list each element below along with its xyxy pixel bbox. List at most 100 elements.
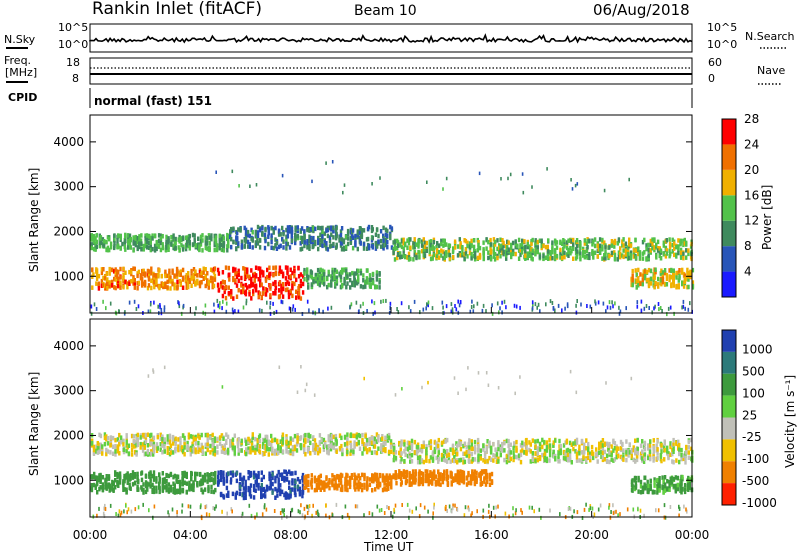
heatmap-cell: [647, 443, 650, 448]
heatmap-cell: [173, 490, 176, 495]
heatmap-cell: [140, 477, 144, 483]
heatmap-cell: [312, 225, 315, 231]
heatmap-cell: [482, 252, 485, 257]
heatmap-cell: [233, 448, 236, 453]
heatmap-cell: [653, 284, 656, 290]
heatmap-cell: [667, 453, 670, 459]
heatmap-cell: [574, 449, 577, 454]
heatmap-cell: [501, 448, 504, 453]
heatmap-cell: [256, 444, 259, 449]
heatmap-cell: [244, 479, 247, 485]
heatmap-cell: [110, 283, 114, 288]
heatmap-cell: [617, 237, 621, 242]
heatmap-cell: [111, 479, 114, 485]
heatmap-cell: [375, 273, 379, 279]
heatmap-cell: [166, 273, 169, 279]
heatmap-cell: [382, 447, 385, 452]
heatmap-cell: [332, 445, 335, 450]
heatmap-cell: [440, 241, 443, 247]
heatmap-cell: [479, 453, 482, 459]
heatmap-cell: [355, 441, 359, 447]
heatmap-cell: [102, 267, 105, 272]
heatmap-cell: [500, 177, 502, 181]
heatmap-cell: [353, 441, 356, 447]
heatmap-cell: [575, 458, 579, 463]
heatmap-cell: [236, 441, 240, 446]
heatmap-cell: [135, 435, 138, 441]
heatmap-cell: [140, 470, 144, 475]
heatmap-cell: [558, 438, 561, 444]
heatmap-cell: [482, 443, 485, 449]
heatmap-cell: [340, 241, 344, 246]
heatmap-cell: [232, 310, 234, 315]
heatmap-cell: [185, 273, 188, 278]
heatmap-cell: [213, 266, 217, 271]
freq-unit: [MHz]: [5, 66, 37, 79]
heatmap-cell: [346, 228, 350, 234]
heatmap-cell: [617, 446, 620, 451]
heatmap-cell: [118, 432, 121, 438]
heatmap-cell: [192, 480, 195, 485]
heatmap-cell: [148, 482, 151, 487]
heatmap-cell: [545, 444, 549, 450]
heatmap-cell: [406, 245, 409, 250]
heatmap-cell: [277, 447, 280, 452]
heatmap-cell: [339, 232, 343, 238]
heatmap-cell: [203, 476, 207, 482]
heatmap-cell: [301, 483, 305, 488]
heatmap-cell: [198, 244, 201, 249]
heatmap-cell: [418, 459, 422, 465]
heatmap-cell: [554, 438, 557, 443]
heatmap-cell: [244, 495, 247, 500]
heatmap-cell: [132, 275, 135, 280]
heatmap-cell: [521, 242, 524, 247]
heatmap-cell: [314, 279, 317, 284]
heatmap-cell: [96, 450, 99, 455]
heatmap-cell: [487, 250, 490, 255]
heatmap-cell: [679, 250, 683, 255]
heatmap-cell: [307, 274, 310, 280]
heatmap-cell: [96, 478, 99, 483]
heatmap-cell: [487, 255, 490, 261]
heatmap-cell: [375, 277, 379, 282]
heatmap-cell: [429, 445, 433, 450]
heatmap-cell: [287, 450, 290, 455]
heatmap-cell: [281, 273, 285, 279]
heatmap-cell: [538, 441, 542, 447]
heatmap-cell: [318, 474, 321, 480]
heatmap-cell: [601, 244, 604, 249]
heatmap-cell: [476, 448, 480, 453]
heatmap-cell: [301, 493, 304, 499]
heatmap-cell: [381, 448, 384, 454]
heatmap-cell: [304, 439, 307, 445]
heatmap-cell: [541, 444, 544, 450]
heatmap-cell: [223, 443, 226, 448]
heatmap-cell: [668, 277, 671, 283]
heatmap-cell: [579, 245, 582, 251]
heatmap-cell: [632, 457, 635, 463]
heatmap-cell: [291, 283, 294, 288]
heatmap-cell: [442, 249, 445, 254]
heatmap-cell: [134, 236, 137, 241]
heatmap-cell: [576, 299, 578, 303]
heatmap-cell: [225, 440, 228, 445]
heatmap-cell: [168, 433, 172, 439]
heatmap-cell: [468, 438, 471, 443]
heatmap-cell: [165, 245, 168, 250]
heatmap-cell: [334, 433, 338, 439]
heatmap-cell: [458, 237, 461, 242]
heatmap-cell: [294, 492, 297, 498]
heatmap-cell: [507, 438, 510, 444]
heatmap-cell: [648, 443, 652, 448]
heatmap-cell: [144, 437, 148, 442]
heatmap-cell: [681, 305, 683, 310]
heatmap-cell: [381, 434, 384, 439]
heatmap-cell: [575, 437, 579, 443]
heatmap-cell: [470, 251, 473, 257]
heatmap-cell: [351, 235, 355, 240]
heatmap-cell: [523, 450, 526, 455]
heatmap-cell: [598, 450, 601, 455]
heatmap-cell: [145, 237, 149, 242]
heatmap-cell: [280, 472, 284, 477]
heatmap-cell: [103, 435, 107, 441]
